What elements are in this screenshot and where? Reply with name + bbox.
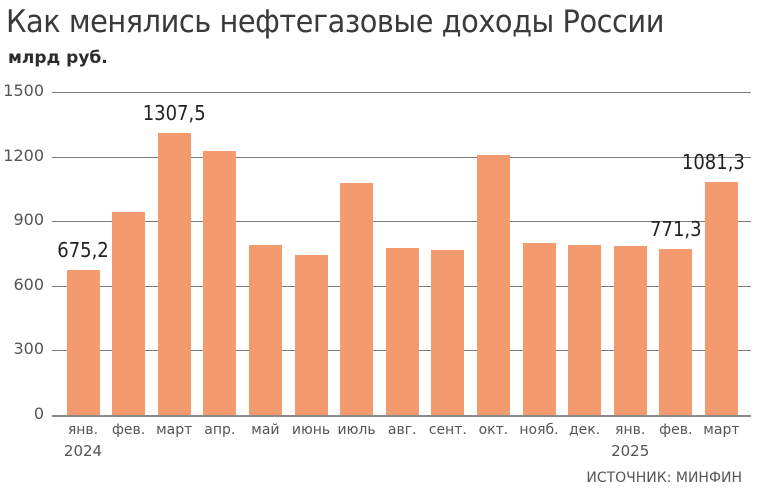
gridline <box>52 156 751 158</box>
x-tick-label: янв. <box>615 422 646 438</box>
bar <box>340 182 374 415</box>
x-tick-label: янв. <box>67 422 99 438</box>
bar <box>613 245 647 415</box>
x-tick-label: июль <box>337 422 376 438</box>
data-value-label: 1081,3 <box>681 150 745 175</box>
gridline <box>52 92 751 93</box>
x-tick-label: май <box>251 422 280 438</box>
bar <box>66 269 100 415</box>
x-tick-label: авг. <box>387 422 417 438</box>
chart-subtitle-units: млрд руб. <box>8 48 108 68</box>
x-tick-label: фев. <box>111 422 146 438</box>
bar <box>659 248 693 415</box>
gridline <box>52 221 751 223</box>
y-tick-label: 1500 <box>3 81 44 100</box>
x-tick-label: апр. <box>204 422 236 438</box>
bar <box>522 242 556 415</box>
x-tick-label: март <box>156 422 193 438</box>
x-tick-label: окт. <box>478 422 509 438</box>
bar <box>568 244 602 415</box>
bar <box>157 133 191 415</box>
x-tick-label: дек. <box>568 422 601 438</box>
data-value-label: 1307,5 <box>142 101 206 126</box>
data-value-label: 675,2 <box>57 237 109 262</box>
bar <box>704 182 738 415</box>
y-tick-label: 1200 <box>3 145 44 165</box>
x-axis-line <box>52 415 751 417</box>
source-note: ИСТОЧНИК: МИНФИН <box>586 470 742 486</box>
x-tick-label: июнь <box>291 422 331 438</box>
bar <box>476 154 510 415</box>
x-tick-label: фев. <box>659 422 693 438</box>
year-label: 2025 <box>611 442 650 460</box>
y-tick-label: 600 <box>13 274 44 294</box>
bar <box>203 151 237 415</box>
y-tick-label: 300 <box>13 339 44 359</box>
y-tick-label: 900 <box>13 210 44 230</box>
x-tick-label: нояб. <box>519 422 559 438</box>
year-label: 2024 <box>63 442 103 460</box>
data-value-label: 771,3 <box>650 216 702 241</box>
chart-title: Как менялись нефтегазовые доходы России <box>6 4 664 40</box>
bar <box>294 255 328 415</box>
bar <box>431 250 465 415</box>
x-tick-label: сент. <box>428 422 467 438</box>
x-tick-label: март <box>703 422 740 438</box>
bar <box>385 247 419 415</box>
bar <box>248 244 282 415</box>
y-tick-label: 0 <box>33 404 44 423</box>
bar <box>112 211 146 415</box>
